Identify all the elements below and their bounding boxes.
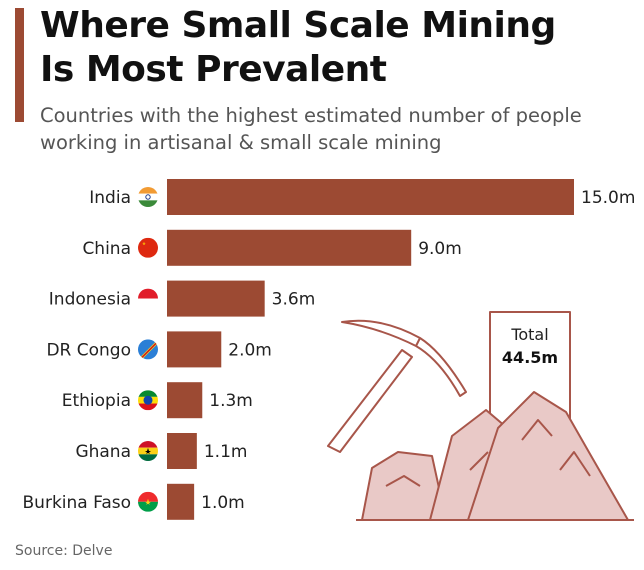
category-label: China: [82, 239, 131, 259]
subtitle-line-1: Countries with the highest estimated num…: [40, 104, 582, 127]
value-label: 1.1m: [204, 442, 248, 462]
value-label: 9.0m: [418, 239, 462, 259]
bar-ethiopia: [167, 382, 203, 419]
bars-layer: India 15.0m China 9.0m Indonesia 3.6m DR Congo…: [23, 179, 635, 520]
value-label: 15.0m: [581, 188, 635, 208]
bar-burkina-faso: [167, 483, 195, 520]
rock-cracks: [385, 419, 591, 487]
india-flag-icon: [138, 187, 158, 207]
ghana-flag-icon: [138, 441, 158, 461]
category-label: Ethiopia: [62, 391, 131, 411]
pickaxe-head-icon: [341, 319, 467, 397]
dr-congo-flag-icon: [138, 339, 158, 360]
value-label: 3.6m: [272, 290, 316, 310]
indonesia-flag-icon: [138, 288, 158, 309]
total-value: 44.5m: [502, 348, 558, 367]
category-label: DR Congo: [46, 340, 131, 360]
bar-india: [167, 179, 574, 215]
pickaxe-rocks-illustration: [327, 311, 634, 521]
burkina-faso-flag-icon: [138, 491, 158, 512]
category-label: Ghana: [75, 442, 131, 462]
bar-china: [167, 229, 412, 266]
pickaxe-handle-icon: [327, 349, 413, 453]
title-accent-bar: [15, 8, 24, 122]
title-line-1: Where Small Scale Mining: [40, 5, 556, 46]
value-label: 1.0m: [201, 493, 245, 513]
chart-subtitle: Countries with the highest estimated num…: [40, 102, 630, 156]
category-label: India: [89, 188, 131, 208]
ethiopia-flag-icon: [138, 390, 158, 411]
category-label: Indonesia: [49, 290, 131, 310]
value-label: 2.0m: [228, 340, 272, 360]
bar-dr-congo: [167, 331, 222, 368]
total-label: Total: [510, 325, 548, 344]
china-flag-icon: [138, 237, 158, 258]
value-label: 1.3m: [209, 391, 253, 411]
chart-title: Where Small Scale Mining Is Most Prevale…: [40, 4, 556, 92]
subtitle-line-2: working in artisanal & small scale minin…: [40, 131, 442, 154]
source-note: Source: Delve: [15, 543, 113, 559]
title-line-2: Is Most Prevalent: [40, 49, 387, 90]
category-label: Burkina Faso: [23, 493, 131, 513]
bar-ghana: [167, 433, 197, 469]
bar-indonesia: [167, 280, 265, 317]
